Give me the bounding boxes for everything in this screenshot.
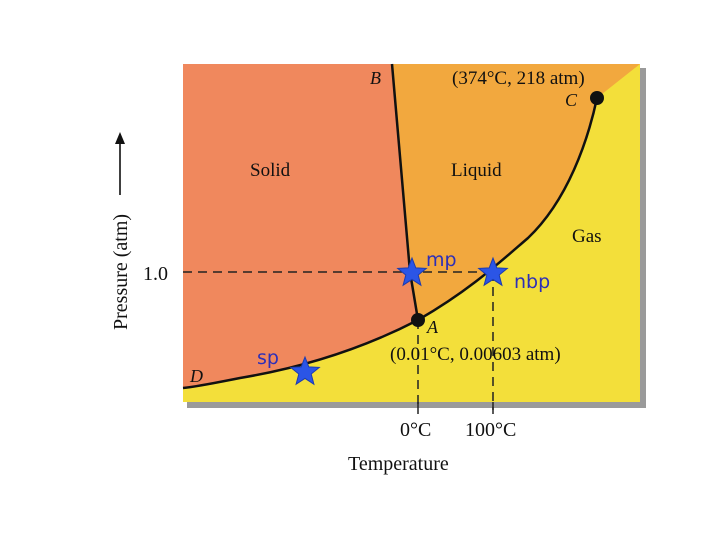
x-tick-hundred: 100°C <box>465 419 516 441</box>
triple-point-marker <box>411 313 425 327</box>
gas-label: Gas <box>572 226 602 247</box>
sublimation-point-label: sp <box>257 347 279 369</box>
x-tick-zero: 0°C <box>400 419 431 441</box>
normal-boiling-point-label: nbp <box>514 271 550 293</box>
liquid-region <box>392 64 640 320</box>
melting-point-label: mp <box>426 249 457 271</box>
triple-point-coords: (0.01°C, 0.00603 atm) <box>390 344 561 365</box>
sublimation-point-star <box>289 355 321 386</box>
solid-label: Solid <box>250 160 291 181</box>
x-axis-title: Temperature <box>348 453 449 475</box>
sublimation-curve <box>182 318 419 390</box>
normal-boiling-point-star <box>477 256 509 287</box>
point-c-label: C <box>565 90 578 110</box>
y-tick-label: 1.0 <box>143 263 168 285</box>
critical-point-marker <box>590 91 604 105</box>
melting-point-star <box>396 256 428 287</box>
y-axis-arrow-icon <box>115 132 125 144</box>
point-a-label: A <box>426 317 439 337</box>
y-axis-title: Pressure (atm) <box>110 214 132 330</box>
point-d-label: D <box>189 366 203 386</box>
point-b-label: B <box>370 68 381 88</box>
critical-point-coords: (374°C, 218 atm) <box>452 68 585 89</box>
vaporization-curve <box>417 97 599 322</box>
liquid-label: Liquid <box>451 160 502 181</box>
solid-region <box>183 64 418 388</box>
